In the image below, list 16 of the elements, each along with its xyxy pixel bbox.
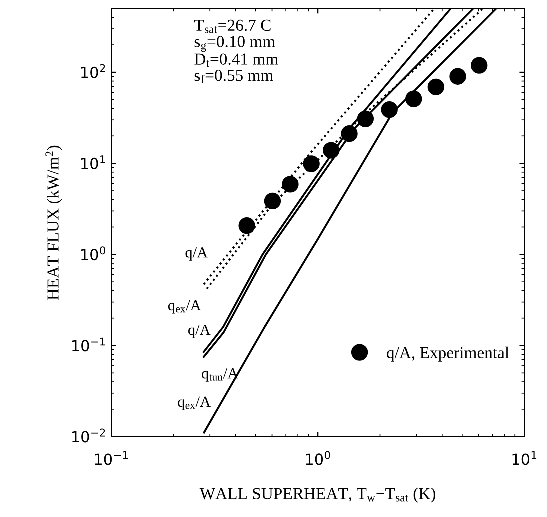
y-tick-label: 10$^{−2}$ (72, 428, 106, 443)
x-tick-label: 10$^{−1}$ (95, 451, 128, 466)
series-label: q/A (186, 248, 208, 261)
x-tick-label: 10$^{1}$ (512, 451, 537, 466)
y-tick-label: 10$^{2}$ (82, 64, 106, 78)
y-tick-label: 10$^{1}$ (82, 156, 106, 170)
series-label: q$_{ex}$/A (178, 396, 211, 410)
series-label: q$_{ex}$/A (168, 300, 202, 314)
series-label: q/A (188, 324, 211, 338)
y-axis-title: HEAT FLUX (kW/m$^{2}$) (46, 146, 62, 300)
text: T$_{sat}$=26.7 C s$_{g}$=0.10 mm D$_{t}$=0.41 mm s$_{f}$=0.55 mm (194, 20, 278, 84)
x-tick-label: 10$^{0}$ (306, 451, 330, 466)
y-tick-label: 10$^{0}$ (82, 246, 106, 261)
legend-label: q/A, Experimental (387, 346, 510, 362)
x-axis-title: WALL SUPERHEAT, T$_{w}$−T$_{sat}$ (K) (200, 488, 436, 503)
y-tick-label: 10$^{−1}$ (72, 338, 106, 352)
